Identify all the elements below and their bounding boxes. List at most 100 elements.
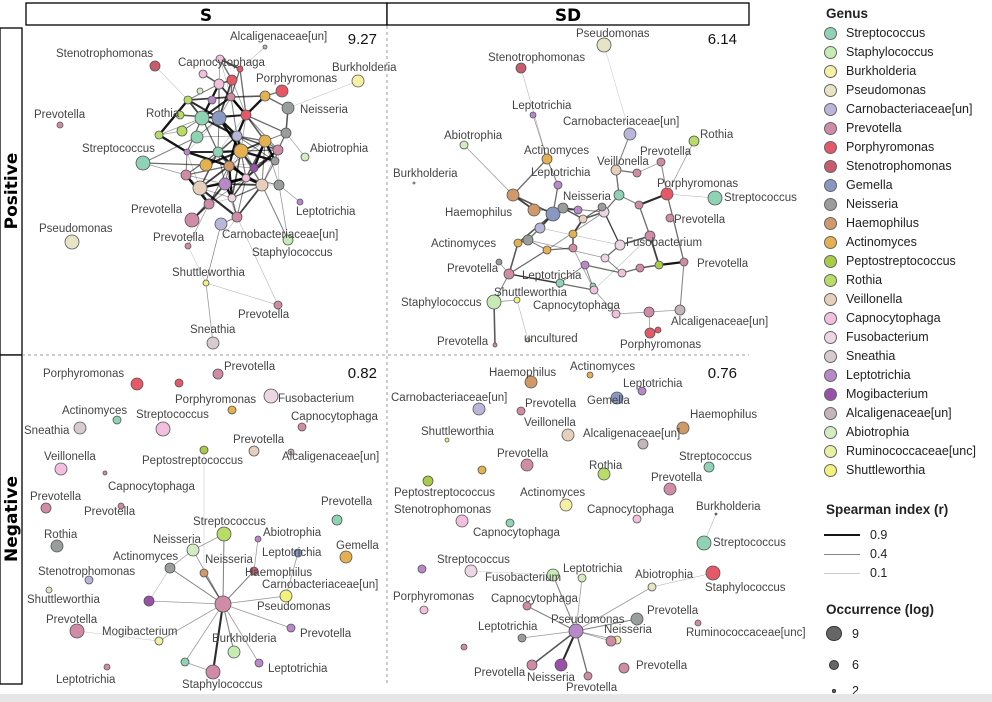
network-node [199,445,209,455]
node-label: Capnocytophaga [587,504,675,516]
network-node [218,177,232,191]
node-label: Abiotrophia [635,569,694,581]
network-edge [192,549,224,605]
network-node [231,130,243,142]
node-label: Pseudomonas [39,223,113,235]
network-node [272,144,284,156]
network-node [196,87,204,95]
node-label: Shuttleworthia [494,287,567,299]
network-node [226,92,236,102]
network-node [175,110,185,120]
network-node [231,211,243,223]
legend-genus-item: Leptotrichia [822,366,911,384]
legend-line-swatch [824,534,860,536]
network-edge [231,79,247,116]
network-node [660,187,674,201]
node-label: Streptococcus [136,409,209,421]
network-node [647,582,657,592]
network-node [155,421,171,437]
network-node [545,206,561,222]
network-node [262,44,268,50]
network-node [679,257,689,267]
network-node [644,327,656,339]
network-node [249,566,259,576]
network-node [280,127,292,139]
node-label: Neisseria [604,624,653,636]
legend-genus-item: Alcaligenaceae[un] [822,404,952,422]
legend-swatch [824,387,837,401]
network-node [300,152,310,162]
node-label: Actinomyces [431,238,496,250]
legend-genus-item: Pseudomonas [822,81,926,99]
node-label: Capnocytophaga [178,57,266,69]
network-node [241,173,251,183]
network-nodes [40,37,723,681]
legend-genus-item: Sneathia [822,347,895,365]
network-node [199,158,213,172]
network-node [130,377,144,391]
network-node [597,467,611,481]
network-node [605,635,617,647]
node-label: Neisseria [527,672,576,684]
network-node [644,230,656,242]
network-edge [636,161,662,174]
node-label: Prevotella [674,214,726,226]
network-edge [245,114,287,134]
legend-occurrence-dot [828,659,840,671]
node-label: Stenotrophomonas [56,48,153,60]
network-node [56,121,64,129]
network-node [578,214,588,224]
node-label: Haemophilus [445,207,512,219]
legend-genus-item: Stenotrophomonas [822,157,952,175]
legend-swatch [824,349,837,363]
network-node [50,539,64,553]
legend-genus-label: Streptococcus [846,26,926,40]
network-node [656,157,666,167]
network-node [143,595,155,607]
node-label: Staphylococcus [252,247,333,259]
network-node [632,514,642,524]
network-node [524,375,538,389]
network-node [559,498,573,512]
network-node [258,134,272,148]
network-edge [196,135,238,138]
network-node [455,514,469,528]
node-label: Veillonella [597,156,649,168]
network-node [600,253,610,263]
network-node [630,612,644,626]
network-node [513,296,521,304]
legend-genus-label: Carnobacteriaceae[un] [846,102,973,116]
network-edge [603,44,631,135]
network-node [654,260,664,270]
column-header-sd: SD [555,6,581,26]
network-node [103,663,111,671]
legend-swatch [824,311,837,325]
legend-line-swatch [824,572,860,574]
legend-occurrence-item: 2 [822,684,859,698]
network-node [529,111,537,119]
network-edge [208,177,247,205]
node-label: Leptotrichia [522,270,582,282]
network-node [117,502,125,510]
network-edge [666,193,716,199]
network-node [611,309,621,319]
legend-swatch [824,197,837,211]
node-label: Streptococcus [713,537,786,549]
legend-swatch [824,159,837,173]
node-label: Fusobacterium [485,572,561,584]
node-label: Peptostreptococcus [394,487,495,499]
node-label: Streptococcus [193,516,266,528]
network-edge [559,264,586,284]
network-node [513,238,523,248]
network-edge [245,149,279,179]
node-label: Shuttleworthia [27,594,100,606]
network-node [45,586,53,594]
node-label: Sneathia [24,425,70,437]
node-label: Prevotella [497,448,549,460]
legend-genus-label: Fusobacterium [846,330,929,344]
network-node [248,445,260,457]
node-label: Capnocytophaga [491,593,579,605]
network-edge [527,239,606,259]
node-label: Prevotella [153,232,205,244]
network-edge [211,603,225,673]
